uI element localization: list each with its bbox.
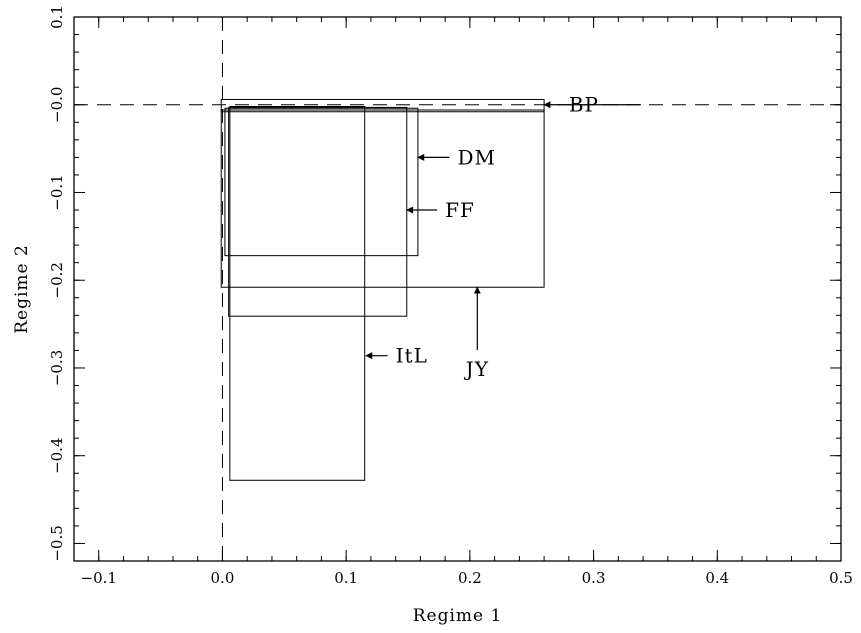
x-tick-label: 0.1 bbox=[334, 569, 358, 587]
label-itl: ItL bbox=[396, 344, 428, 368]
ticks bbox=[73, 16, 842, 562]
rect-dm bbox=[224, 107, 419, 257]
reference-lines bbox=[74, 17, 841, 561]
y-tick-label: 0.1 bbox=[48, 5, 66, 29]
label-bp: BP bbox=[569, 93, 599, 117]
x-tick-label: 0.0 bbox=[211, 569, 235, 587]
y-tick-label: −0.1 bbox=[48, 174, 66, 210]
x-tick-label: 0.5 bbox=[829, 569, 853, 587]
plot-frame bbox=[73, 16, 842, 562]
y-tick-label: −0.4 bbox=[48, 437, 66, 473]
y-tick-label: −0.3 bbox=[48, 350, 66, 386]
x-tick-label: 0.2 bbox=[458, 569, 482, 587]
x-tick-label: −0.1 bbox=[81, 569, 117, 587]
label-dm: DM bbox=[458, 145, 497, 169]
y-axis-label: Regime 2 bbox=[12, 244, 32, 334]
rect-itl bbox=[229, 105, 366, 481]
rectangles bbox=[220, 98, 545, 481]
label-ff: FF bbox=[445, 198, 475, 222]
y-tick-label: −0.5 bbox=[48, 525, 66, 561]
x-tick-label: 0.3 bbox=[582, 569, 606, 587]
y-tick-label: −0.0 bbox=[48, 87, 66, 123]
x-axis-label: Regime 1 bbox=[413, 606, 503, 626]
label-jy: JY bbox=[464, 357, 489, 381]
rect-jy bbox=[220, 109, 545, 288]
y-tick-label: −0.2 bbox=[48, 262, 66, 298]
x-tick-label: 0.4 bbox=[705, 569, 729, 587]
tick-labels: −0.1 0.0 0.1 0.2 0.3 0.4 0.5 0.1 −0.0 −0.1 −0.2 −0.… bbox=[48, 5, 853, 587]
annotations: BP DM FF JY ItL bbox=[365, 93, 641, 381]
rect-ff bbox=[228, 106, 408, 317]
